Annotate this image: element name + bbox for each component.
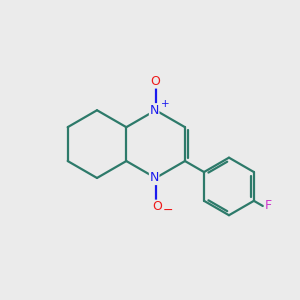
Text: +: + xyxy=(161,99,170,109)
Text: O: O xyxy=(152,200,162,213)
Text: F: F xyxy=(265,200,272,212)
Text: −: − xyxy=(163,204,173,217)
Text: O: O xyxy=(151,75,160,88)
Text: N: N xyxy=(149,172,159,184)
Text: N: N xyxy=(149,104,159,117)
